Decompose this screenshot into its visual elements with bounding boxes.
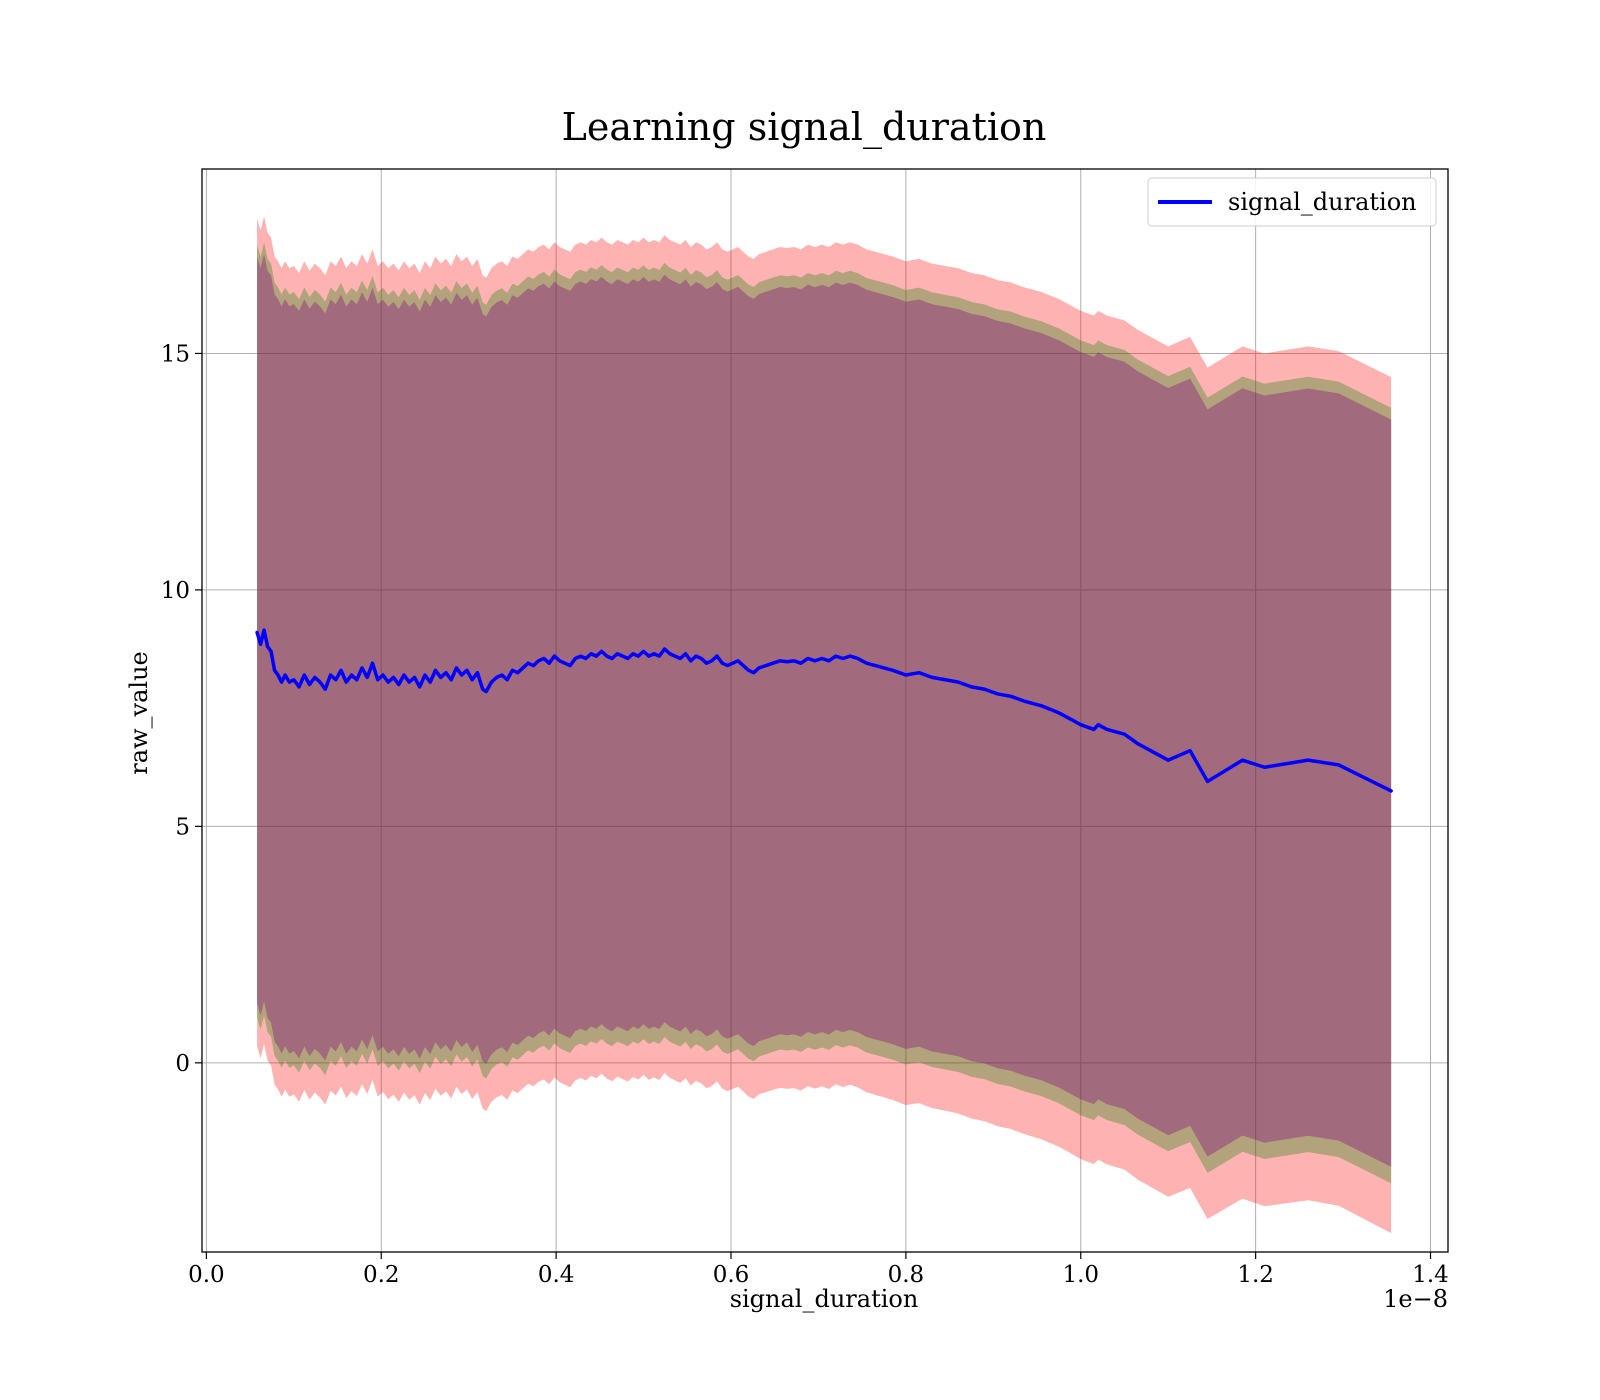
- x-tick-label: 1.2: [1237, 1262, 1274, 1288]
- x-tick-label: 0.8: [888, 1262, 925, 1288]
- confidence-bands: [257, 216, 1392, 1234]
- x-axis-ticks: 0.0 0.2 0.4 0.6 0.8 1.0 1.2 1.4: [188, 1252, 1449, 1288]
- legend-box: [1147, 177, 1437, 227]
- grid-lines: [202, 169, 1448, 1252]
- x-tick-label: 0.2: [363, 1262, 400, 1288]
- x-tick-label: 1.0: [1062, 1262, 1099, 1288]
- y-tick-label: 15: [161, 341, 190, 367]
- x-axis-label: signal_duration: [730, 1285, 919, 1313]
- confidence-band: [257, 242, 1392, 1184]
- plot-frame: [201, 168, 1449, 1253]
- legend-entry-signal-duration: signal_duration: [1228, 188, 1417, 216]
- confidence-band: [257, 216, 1392, 1234]
- x-axis-offset-label: 1e−8: [1383, 1285, 1448, 1313]
- series-line-signal-duration: [255, 628, 1393, 793]
- chart-title: Learning signal_duration: [562, 105, 1047, 150]
- y-tick-label: 5: [175, 814, 190, 840]
- y-tick-label: 10: [161, 578, 190, 604]
- y-axis-label: raw_value: [125, 651, 153, 775]
- legend: signal_duration: [1147, 177, 1437, 227]
- x-tick-label: 0.6: [713, 1262, 750, 1288]
- x-tick-label: 0.4: [538, 1262, 575, 1288]
- series-lines: [255, 628, 1393, 793]
- y-tick-label: 0: [175, 1051, 190, 1077]
- x-tick-label: 0.0: [188, 1262, 225, 1288]
- y-axis-ticks: 0 5 10 15: [161, 341, 202, 1077]
- x-tick-label: 1.4: [1412, 1262, 1449, 1288]
- confidence-band: [257, 254, 1392, 1167]
